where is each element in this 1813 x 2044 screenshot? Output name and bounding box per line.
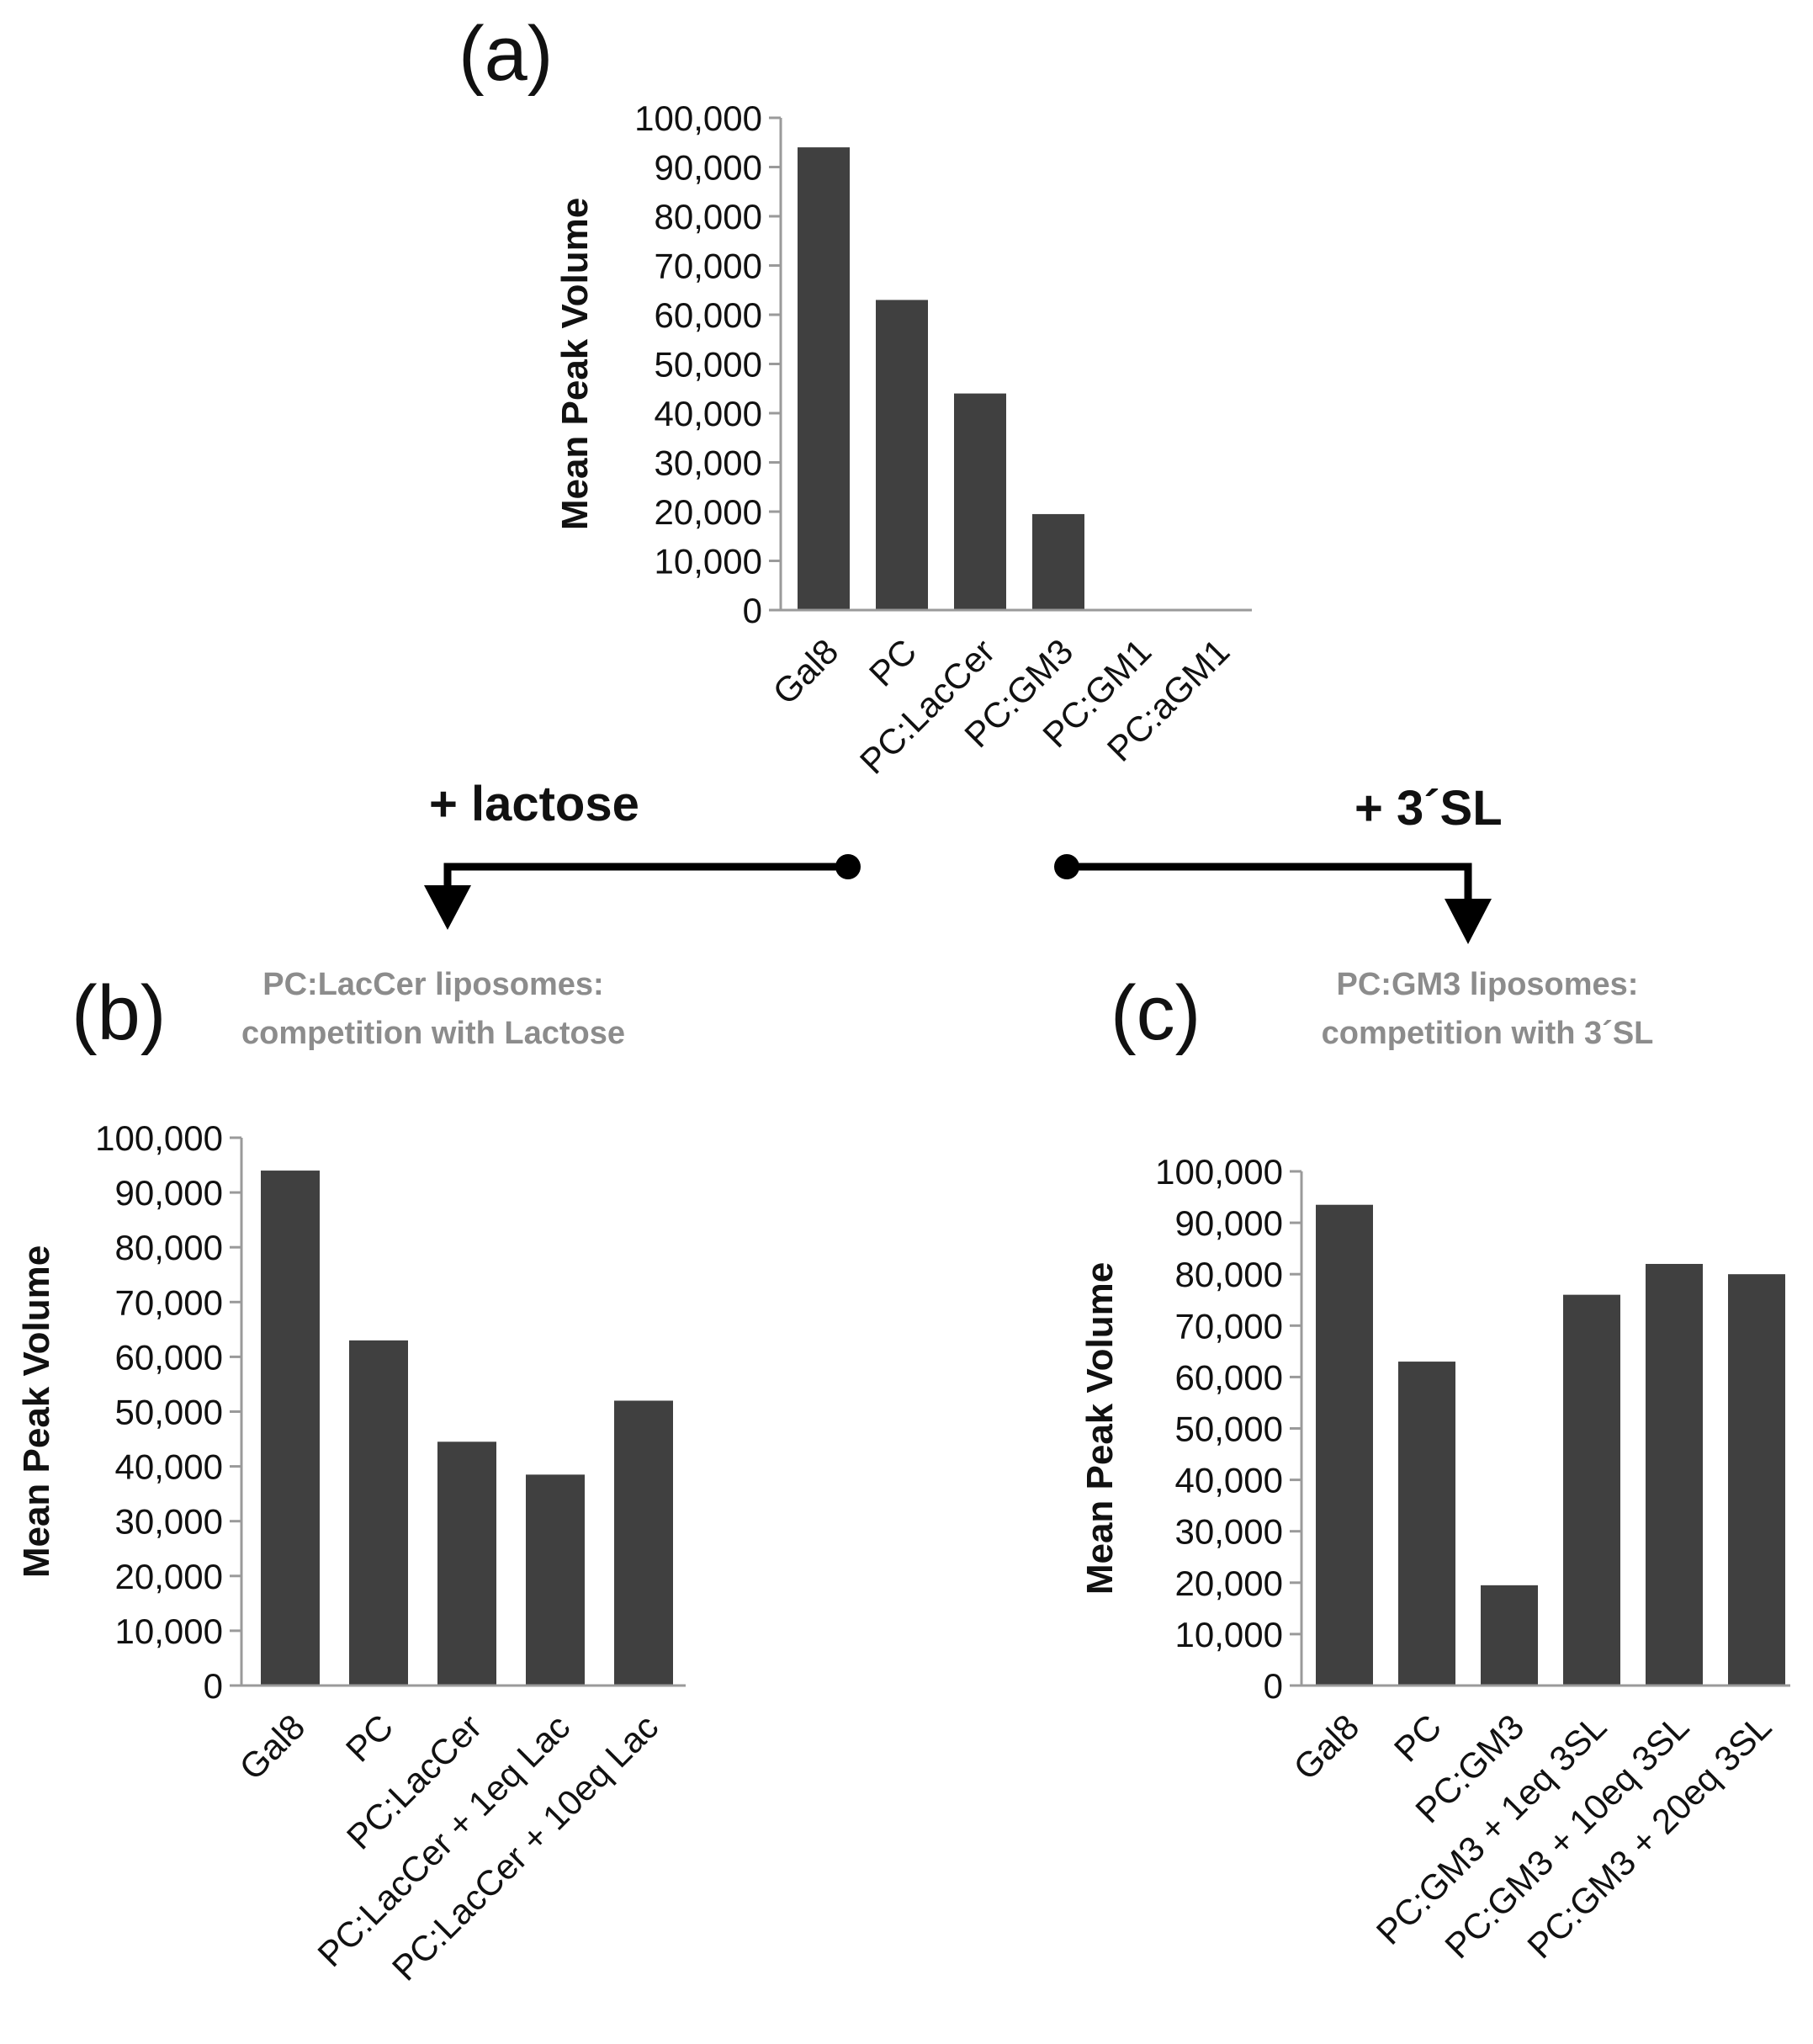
panel-b-subtitle-line: PC:LacCer liposomes: bbox=[262, 967, 603, 1002]
right-arrow-head bbox=[1445, 899, 1492, 944]
y-tick-label: 20,000 bbox=[1175, 1564, 1283, 1603]
x-category-label: Gal8 bbox=[765, 631, 846, 712]
bar-Gal8 bbox=[1316, 1204, 1373, 1686]
bar-PC bbox=[876, 300, 928, 610]
panel-b-y-axis-label: Mean Peak Volume bbox=[16, 1245, 57, 1578]
y-tick-label: 50,000 bbox=[1175, 1410, 1283, 1449]
panel-a-y-axis-label: Mean Peak Volume bbox=[554, 198, 596, 530]
panel-label-a: (a) bbox=[459, 11, 553, 97]
panel-a: (a) Mean Peak Volume 0 10,000 20,000 30,000 40… bbox=[459, 11, 1252, 782]
y-tick-label: 40,000 bbox=[655, 394, 762, 433]
y-tick-label: 10,000 bbox=[1175, 1615, 1283, 1654]
y-tick-label: 50,000 bbox=[115, 1393, 223, 1432]
branch-arrows: + lactose + 3´SL bbox=[424, 777, 1503, 944]
bar-PC:LacCer bbox=[437, 1441, 496, 1686]
y-tick-label: 90,000 bbox=[1175, 1203, 1283, 1243]
bar-PC:GM3 + 1eq 3SL bbox=[1563, 1294, 1620, 1686]
bar-PC:GM3 bbox=[1032, 513, 1084, 610]
y-tick-label: 0 bbox=[743, 591, 762, 630]
right-arrow-line bbox=[1067, 863, 1472, 900]
bar-PC:LacCer + 1eq Lac bbox=[526, 1474, 585, 1686]
y-tick-label: 90,000 bbox=[655, 148, 762, 188]
y-tick-label: 70,000 bbox=[1175, 1306, 1283, 1346]
y-tick-label: 100,000 bbox=[95, 1118, 223, 1158]
bar-PC bbox=[1398, 1362, 1455, 1686]
x-category-label: PC bbox=[1386, 1707, 1450, 1770]
y-tick-label: 50,000 bbox=[655, 345, 762, 385]
y-tick-label: 0 bbox=[1264, 1666, 1283, 1706]
y-tick-label: 80,000 bbox=[1175, 1255, 1283, 1294]
y-tick-label: 70,000 bbox=[655, 247, 762, 286]
bar-PC:LacCer + 10eq Lac bbox=[614, 1400, 673, 1686]
y-tick-label: 10,000 bbox=[115, 1611, 223, 1651]
panel-label-c: (c) bbox=[1111, 970, 1201, 1056]
y-tick-label: 10,000 bbox=[655, 542, 762, 581]
y-tick-label: 0 bbox=[204, 1666, 223, 1706]
y-tick-label: 30,000 bbox=[1175, 1512, 1283, 1552]
y-tick-label: 100,000 bbox=[634, 98, 762, 138]
y-tick-label: 100,000 bbox=[1155, 1152, 1283, 1192]
left-arrow-line bbox=[443, 863, 848, 900]
panel-c-subtitle-line: competition with 3´SL bbox=[1322, 1016, 1654, 1051]
y-tick-label: 20,000 bbox=[115, 1557, 223, 1596]
panel-b: (b) PC:LacCer liposomes: competition with … bbox=[16, 967, 686, 1988]
panel-c-y-axis-label: Mean Peak Volume bbox=[1079, 1262, 1121, 1595]
x-category-label: PC bbox=[338, 1707, 401, 1770]
bar-Gal8 bbox=[261, 1171, 320, 1686]
panel-c: (c) PC:GM3 liposomes: competition with 3´S… bbox=[1079, 967, 1790, 1966]
sl-arrow-label: + 3´SL bbox=[1354, 781, 1503, 836]
bar-Gal8 bbox=[798, 147, 850, 611]
bar-PC:LacCer bbox=[954, 393, 1006, 610]
y-tick-label: 60,000 bbox=[115, 1337, 223, 1377]
x-category-label: PC bbox=[861, 631, 925, 694]
bar-PC:GM3 bbox=[1481, 1585, 1538, 1686]
bar-PC bbox=[349, 1340, 408, 1686]
left-arrow-head bbox=[424, 885, 471, 930]
y-tick-label: 30,000 bbox=[115, 1502, 223, 1542]
y-tick-label: 40,000 bbox=[115, 1447, 223, 1487]
x-category-label: Gal8 bbox=[231, 1707, 312, 1787]
x-category-label: Gal8 bbox=[1286, 1707, 1366, 1787]
y-tick-label: 30,000 bbox=[655, 443, 762, 483]
y-tick-label: 60,000 bbox=[1175, 1357, 1283, 1397]
lactose-arrow-label: + lactose bbox=[429, 777, 639, 831]
panel-c-subtitle-line: PC:GM3 liposomes: bbox=[1337, 967, 1639, 1002]
y-tick-label: 60,000 bbox=[655, 295, 762, 335]
y-tick-label: 40,000 bbox=[1175, 1461, 1283, 1500]
y-tick-label: 80,000 bbox=[655, 197, 762, 236]
y-tick-label: 80,000 bbox=[115, 1228, 223, 1267]
bar-PC:GM3 + 20eq 3SL bbox=[1728, 1274, 1785, 1686]
panel-label-b: (b) bbox=[72, 970, 166, 1056]
panel-b-subtitle-line: competition with Lactose bbox=[241, 1016, 625, 1051]
y-tick-label: 70,000 bbox=[115, 1282, 223, 1322]
bar-PC:GM3 + 10eq 3SL bbox=[1646, 1263, 1703, 1686]
y-tick-label: 90,000 bbox=[115, 1173, 223, 1213]
y-tick-label: 20,000 bbox=[655, 492, 762, 532]
